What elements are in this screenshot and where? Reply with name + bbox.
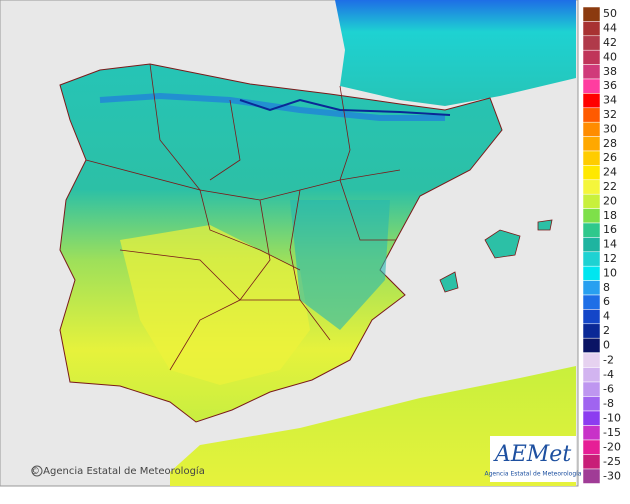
legend-label: 40 [603, 50, 617, 63]
credit-icon [31, 465, 43, 477]
legend-swatch [582, 454, 601, 470]
legend-label: -20 [603, 440, 621, 453]
legend-swatch [582, 323, 601, 339]
legend-swatch [582, 468, 601, 484]
legend-label: 20 [603, 194, 617, 207]
legend-swatch [582, 49, 601, 65]
legend-swatch [582, 64, 601, 80]
legend-label: -6 [603, 382, 614, 395]
legend-label: -10 [603, 411, 621, 424]
menorca [537, 219, 553, 231]
legend-swatch [582, 352, 601, 368]
legend-label: 42 [603, 36, 617, 49]
legend-label: 44 [603, 22, 617, 35]
legend-swatch [582, 381, 601, 397]
warm-area [120, 225, 310, 385]
legend: 5044424038363432302826242220181614121086… [582, 6, 621, 484]
legend-swatch [582, 93, 601, 109]
north-africa [170, 366, 576, 486]
legend-label: 34 [603, 94, 617, 107]
legend-label: 14 [603, 238, 617, 251]
legend-swatch [582, 367, 601, 383]
legend-label: 28 [603, 137, 617, 150]
legend-label: 6 [603, 295, 610, 308]
legend-swatch [582, 396, 601, 412]
legend-swatch [582, 237, 601, 253]
legend-label: -15 [603, 426, 621, 439]
legend-swatch [582, 280, 601, 296]
legend-swatch [582, 425, 601, 441]
legend-label: -25 [603, 455, 621, 468]
legend-label: 12 [603, 252, 617, 265]
legend-label: 16 [603, 223, 617, 236]
legend-swatch [582, 208, 601, 224]
pyrenees [239, 98, 451, 116]
legend-label: 0 [603, 338, 610, 351]
mallorca [484, 229, 521, 259]
legend-label: -4 [603, 368, 614, 381]
legend-swatch [582, 78, 601, 94]
legend-label: 26 [603, 151, 617, 164]
legend-swatch [582, 121, 601, 137]
legend-label: 22 [603, 180, 617, 193]
legend-label: 50 [603, 7, 617, 20]
cool-area [290, 200, 390, 330]
legend-swatch [582, 410, 601, 426]
legend-label: 2 [603, 324, 610, 337]
legend-swatch [582, 439, 601, 455]
credit: © Agencia Estatal de Meteorología [30, 465, 205, 477]
legend-swatch [582, 193, 601, 209]
legend-label: -8 [603, 397, 614, 410]
mountain-band [99, 92, 445, 121]
legend-swatch [582, 309, 601, 325]
legend-label: 38 [603, 65, 617, 78]
legend-label: 8 [603, 281, 610, 294]
legend-label: 24 [603, 166, 617, 179]
legend-label: 32 [603, 108, 617, 121]
logo-box [490, 436, 576, 482]
legend-label: 18 [603, 209, 617, 222]
legend-swatch [582, 21, 601, 37]
france [335, 0, 576, 106]
legend-swatch [582, 136, 601, 152]
legend-label: 30 [603, 122, 617, 135]
logo-name: AEMet [493, 442, 571, 467]
legend-swatch [582, 165, 601, 181]
legend-swatch [582, 294, 601, 310]
legend-label: 36 [603, 79, 617, 92]
legend-swatch [582, 265, 601, 281]
province-borders [85, 63, 401, 371]
legend-label: -2 [603, 353, 614, 366]
ibiza [439, 271, 459, 293]
legend-label: 10 [603, 266, 617, 279]
legend-swatch [582, 6, 601, 22]
legend-label: 4 [603, 310, 610, 323]
legend-swatch [582, 251, 601, 267]
legend-swatch [582, 107, 601, 123]
legend-swatch [582, 179, 601, 195]
legend-swatch [582, 222, 601, 238]
logo-subtitle: Agencia Estatal de Meteorología [485, 471, 582, 478]
legend-swatch [582, 150, 601, 166]
legend-swatch [582, 35, 601, 51]
legend-swatch [582, 337, 601, 353]
legend-label: -30 [603, 469, 621, 482]
